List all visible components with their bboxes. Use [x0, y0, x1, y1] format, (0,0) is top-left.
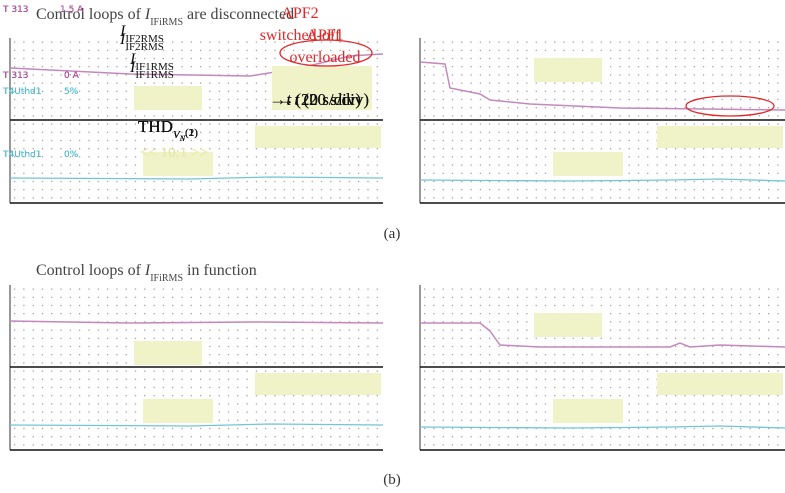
- scope-label: 1.5 A: [60, 5, 84, 15]
- zoom-label: << 10:1 >>: [140, 145, 208, 161]
- scope-label-part: 1.5 A: [60, 5, 84, 15]
- caption-part: (b): [383, 472, 401, 488]
- scope-label: T 313: [2, 5, 29, 15]
- label-bg: [255, 373, 381, 395]
- annotation-part: APF2: [281, 5, 318, 22]
- section-title-part: in function: [183, 262, 257, 279]
- time-label: →t (20 s/div): [269, 90, 361, 109]
- label-bg: [553, 399, 623, 423]
- annotation-part: overloaded: [289, 49, 360, 66]
- scope-label: 5%: [64, 87, 79, 97]
- scope-label-part: T4Uthd1: [2, 87, 41, 97]
- label-bg: [534, 313, 602, 337]
- time-label-part: →: [269, 90, 286, 109]
- annotation: APF2: [281, 5, 318, 22]
- label-bg: [553, 152, 623, 176]
- section-title-part: IFiRMS: [150, 273, 183, 284]
- current-label-part: IF2RMS: [125, 41, 164, 53]
- thd-label-part: (2): [185, 127, 198, 139]
- scope-label: T 313: [2, 71, 29, 81]
- time-label-part: (20 s/div): [291, 90, 361, 109]
- annotation: switched-off: [260, 27, 341, 44]
- scope-label-part: T 313: [2, 5, 29, 15]
- zoom-label-part: << 10:1 >>: [140, 145, 208, 161]
- scope-label: 0 A: [64, 71, 80, 81]
- label-bg: [534, 58, 602, 82]
- scope-label-part: T4Uthd1: [2, 150, 41, 160]
- section-title-part: Control loops of: [36, 262, 145, 279]
- scope-panel: [420, 285, 785, 450]
- scope-label: T4Uthd1: [2, 87, 41, 97]
- label-bg: [134, 341, 202, 365]
- label-bg: [255, 126, 381, 148]
- scope-label: T4Uthd1: [2, 150, 41, 160]
- annotation: overloaded: [289, 49, 360, 66]
- label-bg: [134, 86, 202, 110]
- caption: (a): [384, 226, 401, 242]
- scope-label-part: T 313: [2, 71, 29, 81]
- scope-panel: [420, 38, 785, 203]
- scope-label-part: 0 A: [64, 71, 80, 81]
- scope-label: 0%: [64, 150, 79, 160]
- section-title: Control loops of IIFiRMS in function: [36, 262, 257, 284]
- figure: Control loops of IIFiRMS are disconnecte…: [0, 0, 785, 493]
- scope-label-part: 5%: [64, 87, 79, 97]
- annotation-part: switched-off: [260, 27, 341, 44]
- current-label-part: IF1RMS: [135, 69, 174, 81]
- label-bg: [657, 373, 783, 395]
- scope-panel: [10, 285, 383, 450]
- section-title-part: are disconnected: [183, 6, 294, 23]
- thd-label-part: THD: [138, 117, 173, 136]
- section-title-part: IFiRMS: [150, 17, 183, 28]
- label-bg: [143, 399, 213, 423]
- scope-label-part: 0%: [64, 150, 79, 160]
- label-bg: [657, 126, 783, 148]
- section-title-part: Control loops of: [36, 6, 145, 23]
- caption-part: (a): [384, 226, 401, 242]
- caption: (b): [383, 472, 401, 488]
